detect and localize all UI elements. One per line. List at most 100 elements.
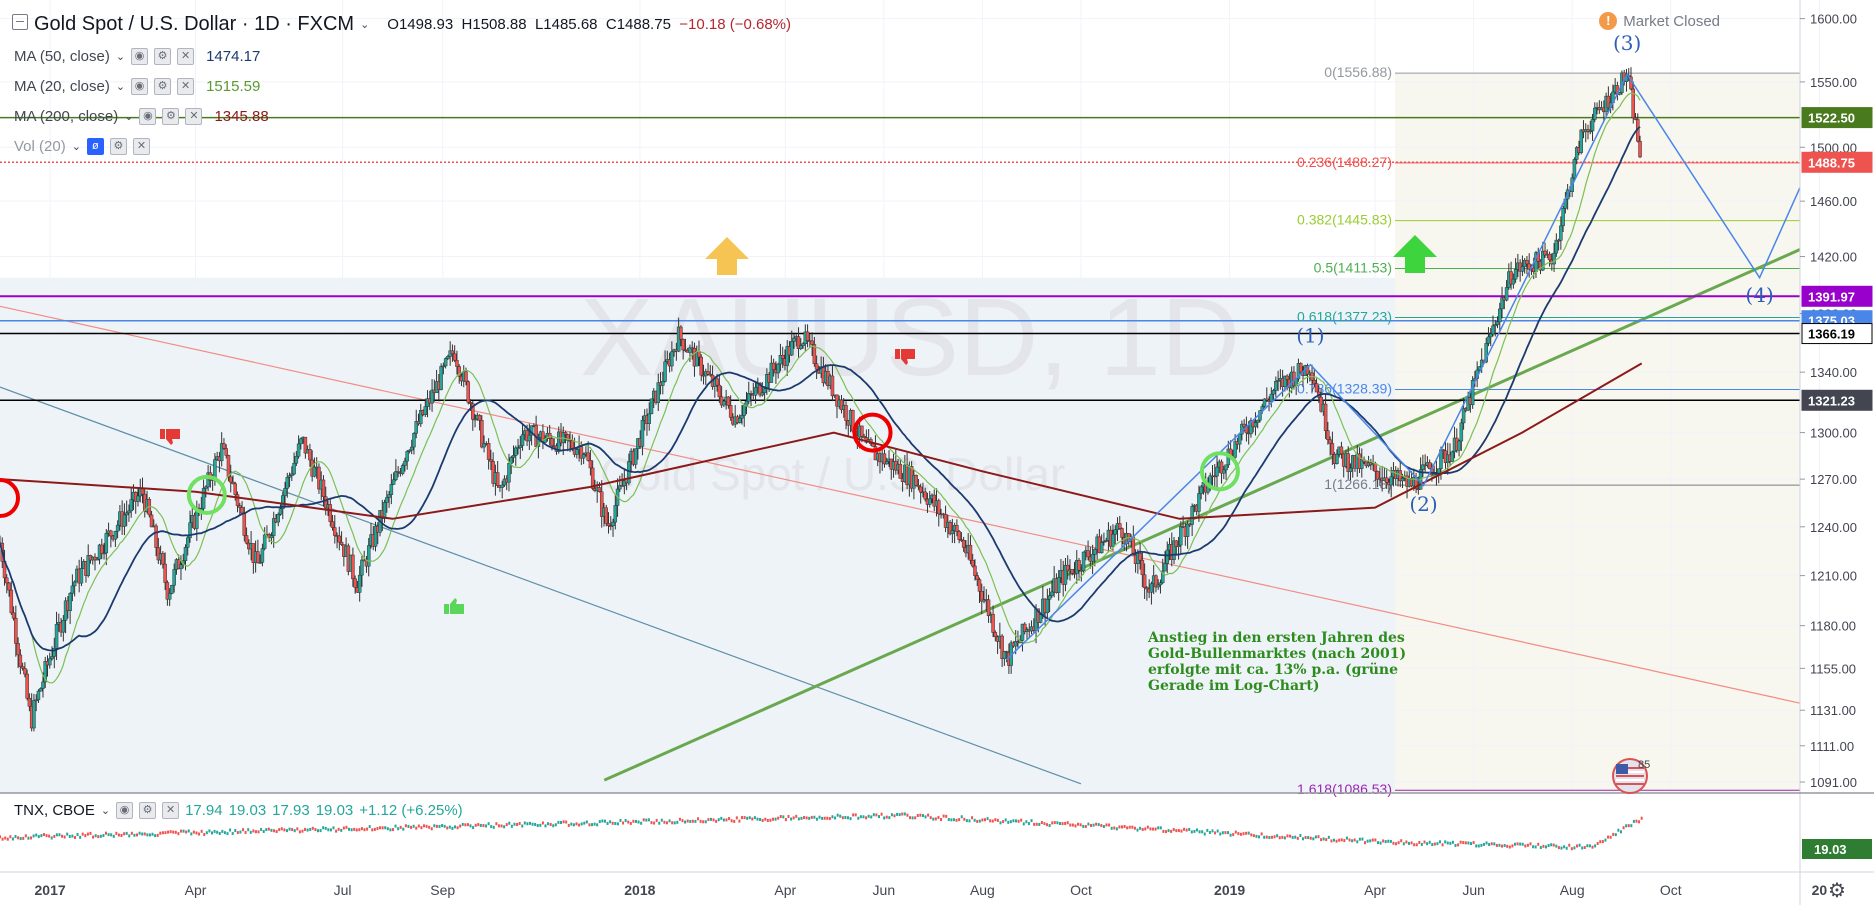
chevron-down-icon[interactable]: ⌄ [115, 50, 126, 63]
price-label: 1321.23 [1808, 393, 1855, 408]
eye-icon[interactable]: ◉ [116, 802, 134, 819]
chevron-down-icon[interactable]: ⌄ [100, 805, 111, 817]
tnx-bar [1524, 844, 1527, 848]
tnx-bar [1327, 835, 1330, 839]
chevron-down-icon[interactable]: ⌄ [115, 80, 126, 93]
eye-icon[interactable]: ◉ [131, 47, 149, 65]
tnx-bar [508, 821, 511, 825]
tnx-bar [273, 829, 276, 833]
eye-icon[interactable]: ◉ [131, 77, 149, 95]
gear-icon[interactable]: ⚙ [154, 47, 172, 65]
tnx-bar [146, 833, 149, 837]
candle-body [140, 488, 145, 495]
gear-icon[interactable]: ⚙ [162, 107, 180, 125]
tnx-bar [1521, 842, 1524, 846]
candle-body [394, 471, 398, 481]
candle-body [281, 495, 285, 509]
tnx-bar [1188, 827, 1191, 831]
tnx-bar [1493, 842, 1496, 846]
tnx-bar [283, 828, 286, 832]
chevron-down-icon[interactable]: ⌄ [71, 140, 81, 153]
market-status: ! Market Closed [1599, 12, 1720, 30]
indicator-ma50[interactable]: MA (50, close) ⌄ ◉ ⚙ ✕ 1474.17 [14, 44, 260, 68]
candle-body [1488, 333, 1493, 338]
time-tick-label: Apr [185, 882, 207, 898]
tnx-bar [831, 815, 834, 819]
candle-body [79, 568, 84, 584]
tnx-bar [110, 833, 113, 837]
candle-body [1326, 430, 1330, 441]
time-tick-label: Oct [1660, 882, 1682, 898]
indicator-ma20[interactable]: MA (20, close) ⌄ ◉ ⚙ ✕ 1515.59 [14, 74, 260, 98]
tnx-bar [1418, 840, 1421, 844]
tnx-bar [1526, 843, 1529, 847]
tnx-bar [311, 826, 314, 830]
indicator-ma200[interactable]: MA (200, close) ⌄ ◉ ⚙ ✕ 1345.88 [14, 104, 269, 128]
tnx-bar [1516, 842, 1519, 846]
candle-body [1511, 278, 1516, 285]
candle-body [161, 553, 165, 565]
tnx-bar [185, 830, 188, 834]
close-icon[interactable]: ✕ [162, 802, 180, 819]
settings-gear-icon[interactable]: ⚙ [1828, 880, 1846, 902]
candle-body [382, 502, 387, 519]
tnx-bar [978, 819, 981, 823]
tnx-bar [1475, 844, 1478, 848]
candle-body [400, 465, 405, 474]
candle-body [760, 392, 765, 396]
price-tick-label: 1460.00 [1810, 194, 1857, 209]
tnx-bar [790, 817, 793, 821]
tnx-bar [430, 827, 433, 831]
tnx-bar [1586, 844, 1589, 848]
candle-body [124, 512, 129, 516]
close-icon[interactable]: ✕ [185, 107, 203, 125]
tnx-bar [324, 826, 327, 830]
tnx-bar [914, 816, 917, 820]
fib-level-label: 0(1556.88) [1324, 64, 1392, 80]
chevron-down-icon[interactable]: ⌄ [124, 110, 134, 123]
tnx-label[interactable]: TNX, CBOE [14, 802, 95, 819]
symbol-title[interactable]: Gold Spot / U.S. Dollar · 1D · FXCM [34, 12, 355, 35]
close-icon[interactable]: ✕ [177, 47, 195, 65]
flag-canton [1616, 764, 1628, 774]
close-icon[interactable]: ✕ [132, 137, 150, 155]
candle-body [785, 346, 789, 366]
low-value: L1485.68 [534, 15, 598, 33]
tnx-bar [1544, 845, 1547, 849]
eye-icon[interactable]: ◉ [139, 107, 157, 125]
chevron-down-icon[interactable]: ⌄ [360, 18, 370, 31]
gear-icon[interactable]: ⚙ [109, 137, 127, 155]
tnx-bar [1511, 844, 1514, 848]
tnx-bar [86, 832, 89, 836]
tnx-bar [291, 828, 294, 832]
candle-body [226, 455, 231, 478]
candle-body [1513, 269, 1518, 280]
candle-body [452, 353, 457, 361]
tnx-bar [1464, 841, 1467, 845]
hidden-eye-icon[interactable]: ø [86, 137, 104, 155]
tnx-bar [717, 818, 720, 822]
candle-body [588, 460, 593, 469]
candle-body [814, 363, 819, 370]
indicator-volume[interactable]: Vol (20) ⌄ ø ⚙ ✕ [14, 134, 150, 158]
tnx-bar [1506, 844, 1509, 848]
gear-icon[interactable]: ⚙ [154, 77, 172, 95]
gear-icon[interactable]: ⚙ [139, 802, 157, 819]
candle-body [862, 436, 866, 438]
candle-body [1271, 390, 1276, 395]
annotation-note[interactable]: Anstieg in den ersten Jahren des Gold-Bu… [1148, 630, 1407, 694]
time-tick-label: Jul [334, 882, 352, 898]
tnx-bar [771, 817, 774, 821]
tnx-legend[interactable]: TNX, CBOE ⌄ ◉ ⚙ ✕ 17.94 19.03 17.93 19.0… [14, 802, 463, 819]
tnx-bar [1123, 824, 1126, 828]
candle-body [303, 436, 308, 454]
tnx-bar [971, 816, 974, 820]
green-up-arrow-icon [1393, 235, 1437, 273]
candle-body [844, 405, 848, 421]
tnx-bar [924, 815, 927, 819]
symbol-legend: Gold Spot / U.S. Dollar · 1D · FXCM ⌄ O1… [34, 12, 791, 36]
candle-body [722, 400, 726, 406]
close-icon[interactable]: ✕ [177, 77, 195, 95]
collapse-icon[interactable] [12, 14, 28, 30]
